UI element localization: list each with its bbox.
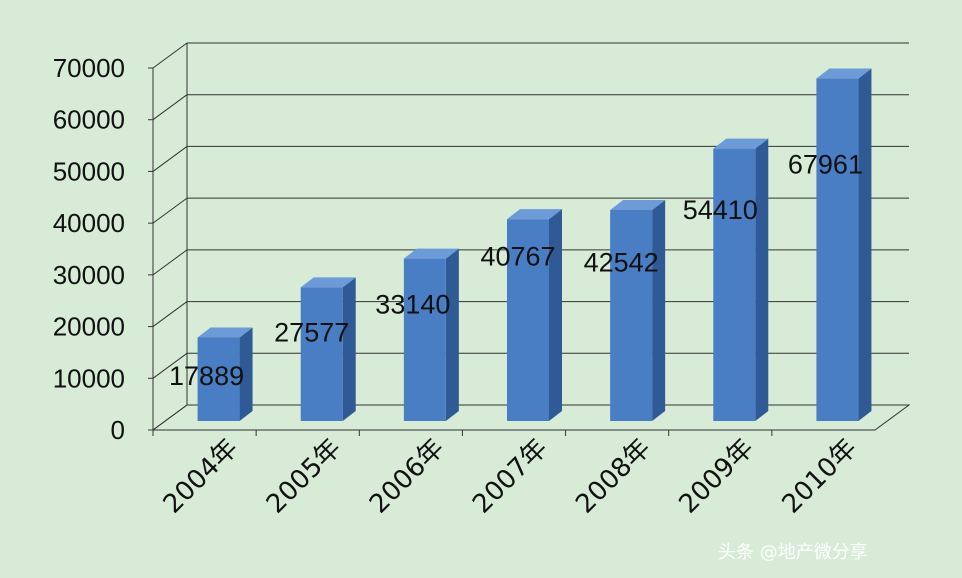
bar-front — [713, 148, 756, 422]
data-label: 67961 — [788, 149, 863, 179]
bar — [713, 138, 769, 422]
category-labels: 2004年 2005年 2006年 2007年 2008年 2009年 2010年 — [158, 433, 863, 519]
bar — [610, 199, 666, 421]
data-label: 42542 — [584, 248, 659, 278]
y-tick-label: 60000 — [53, 105, 125, 135]
bar — [197, 327, 253, 421]
bar-side — [549, 209, 562, 421]
bar-side — [445, 248, 459, 421]
bar-top — [713, 138, 769, 149]
bar-front — [403, 258, 446, 421]
bar-top — [403, 248, 459, 259]
category-label: 2005年 — [261, 433, 347, 519]
y-tick-label: 10000 — [53, 363, 125, 393]
bar-front — [300, 287, 343, 421]
bar — [300, 277, 356, 421]
category-label: 2008年 — [570, 433, 656, 519]
category-label: 2004年 — [158, 433, 244, 519]
bar-side — [239, 327, 253, 421]
y-tick-label: 20000 — [53, 312, 125, 342]
y-tick-label: 70000 — [53, 53, 125, 83]
data-label: 40767 — [480, 242, 555, 272]
bar — [816, 68, 872, 421]
gridline-side — [152, 42, 188, 69]
bar-front — [816, 78, 859, 421]
chart-floor — [151, 404, 911, 431]
watermark-text: 头条 @地产微分享 — [718, 542, 868, 563]
bar-side — [755, 138, 769, 422]
gridline-side — [152, 301, 188, 327]
data-label: 27577 — [274, 318, 349, 348]
bars — [197, 68, 872, 422]
bar-side — [652, 199, 666, 421]
gridline-side — [152, 146, 188, 172]
y-tick-label: 50000 — [53, 156, 125, 186]
category-label: 2006年 — [364, 433, 450, 519]
y-tick-label: 40000 — [53, 208, 125, 238]
gridline-side — [152, 197, 188, 224]
bar-front — [197, 337, 240, 421]
gridline-side — [152, 94, 188, 121]
axes — [148, 67, 911, 436]
y-tick-labels: 0 10000 20000 30000 40000 50000 60000 70000 — [53, 53, 125, 445]
bar-top — [197, 327, 253, 338]
category-label: 2007年 — [467, 433, 553, 519]
data-label: 17889 — [169, 361, 244, 391]
bar-top — [816, 68, 872, 79]
category-label: 2009年 — [673, 433, 759, 519]
bar-front — [507, 219, 549, 421]
bar-top — [507, 209, 562, 220]
bar-front — [610, 209, 653, 421]
bar-top — [300, 277, 356, 288]
bar — [507, 209, 562, 421]
data-label: 54410 — [683, 195, 758, 225]
gridline-side — [152, 249, 188, 276]
y-tick-label: 0 — [111, 415, 125, 445]
bar-side — [858, 68, 872, 421]
bar-side — [342, 277, 356, 421]
bar — [403, 248, 459, 421]
gridline-side — [152, 352, 188, 379]
category-label: 2010年 — [777, 433, 863, 519]
y-tick-label: 30000 — [53, 260, 125, 290]
data-labels: 17889 27577 33140 40767 42542 54410 67961 — [169, 149, 863, 391]
data-label: 33140 — [375, 289, 450, 319]
bar-top — [610, 199, 666, 210]
